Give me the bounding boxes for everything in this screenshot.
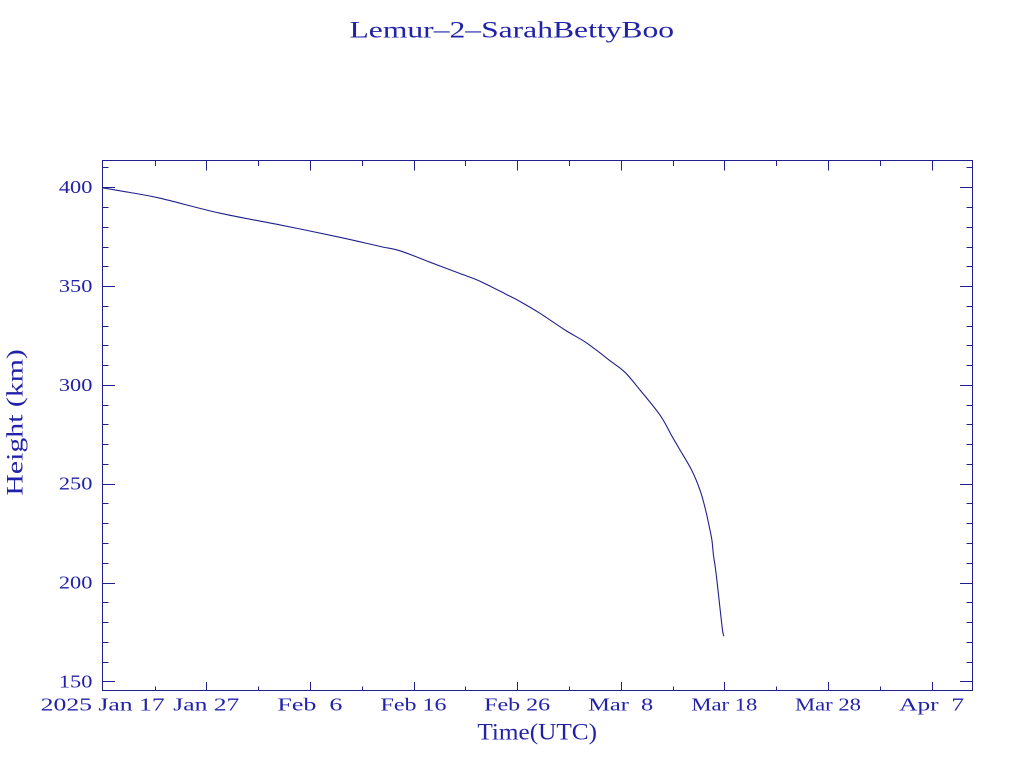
svg-text:Feb 16: Feb 16 (381, 694, 447, 714)
svg-text:Mar 18: Mar 18 (691, 694, 757, 714)
svg-text:200: 200 (59, 572, 93, 592)
svg-text:Height (km): Height (km) (3, 349, 28, 495)
svg-text:400: 400 (59, 177, 93, 197)
svg-text:150: 150 (59, 671, 93, 691)
svg-text:Time(UTC): Time(UTC) (477, 720, 597, 745)
svg-text:Lemur–2–SarahBettyBoo: Lemur–2–SarahBettyBoo (350, 17, 675, 42)
svg-text:250: 250 (59, 474, 93, 494)
svg-text:Apr 7: Apr 7 (899, 694, 964, 714)
svg-text:Mar 28: Mar 28 (795, 694, 861, 714)
svg-text:2025 Jan 17: 2025 Jan 17 (41, 694, 165, 714)
svg-text:300: 300 (59, 375, 93, 395)
svg-text:Jan 27: Jan 27 (173, 694, 239, 714)
svg-text:Feb 6: Feb 6 (277, 694, 342, 714)
svg-text:Feb 26: Feb 26 (484, 694, 550, 714)
svg-text:Mar 8: Mar 8 (588, 694, 653, 714)
svg-text:350: 350 (59, 276, 93, 296)
